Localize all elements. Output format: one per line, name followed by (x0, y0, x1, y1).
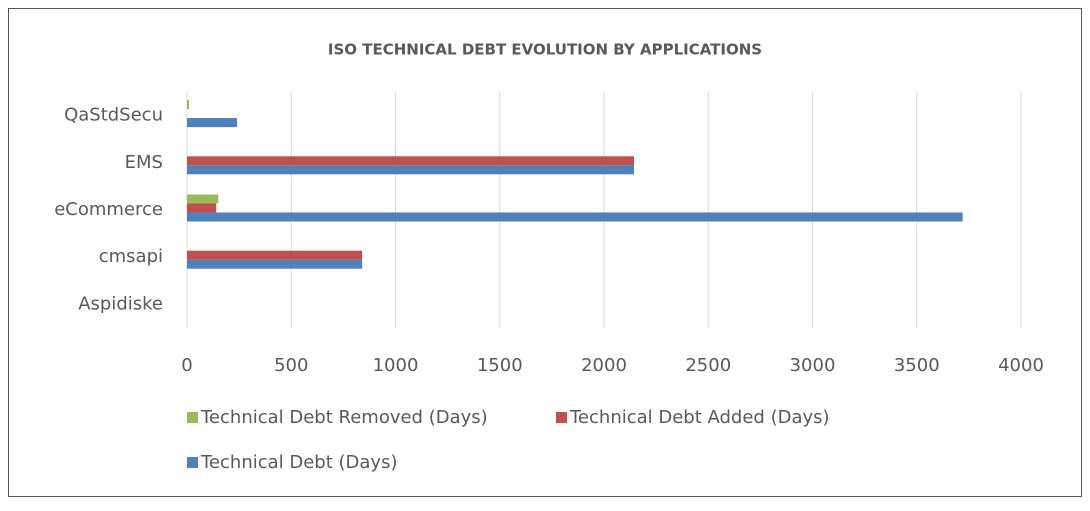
legend-swatch (187, 412, 198, 423)
legend-swatch (556, 412, 567, 423)
x-tick-label: 1500 (477, 355, 523, 376)
x-tick-label: 500 (274, 355, 308, 376)
bar (187, 165, 635, 175)
y-tick-label: Aspidiske (78, 293, 163, 314)
bar (187, 203, 217, 213)
legend-swatch (187, 457, 198, 468)
bar (187, 156, 635, 166)
bar (187, 259, 363, 269)
y-tick-label: EMS (125, 152, 163, 173)
legend-label: Technical Debt (Days) (200, 452, 397, 473)
chart-title: ISO TECHNICAL DEBT EVOLUTION BY APPLICAT… (328, 41, 762, 59)
bar (187, 194, 219, 204)
y-tick-label: eCommerce (54, 199, 163, 220)
legend-label: Technical Debt Removed (Days) (200, 407, 488, 428)
x-tick-label: 3000 (790, 355, 836, 376)
x-tick-label: 4000 (998, 355, 1044, 376)
y-tick-label: QaStdSecu (64, 105, 163, 126)
x-tick-label: 2000 (581, 355, 627, 376)
bar (187, 118, 238, 128)
legend-label: Technical Debt Added (Days) (569, 407, 830, 428)
x-tick-label: 1000 (373, 355, 419, 376)
bar (187, 250, 363, 260)
y-tick-label: cmsapi (99, 246, 163, 267)
x-tick-label: 2500 (685, 355, 731, 376)
chart-border (8, 8, 1082, 497)
bar (187, 100, 190, 110)
x-tick-label: 0 (181, 355, 192, 376)
x-tick-label: 3500 (894, 355, 940, 376)
bar (187, 212, 963, 222)
